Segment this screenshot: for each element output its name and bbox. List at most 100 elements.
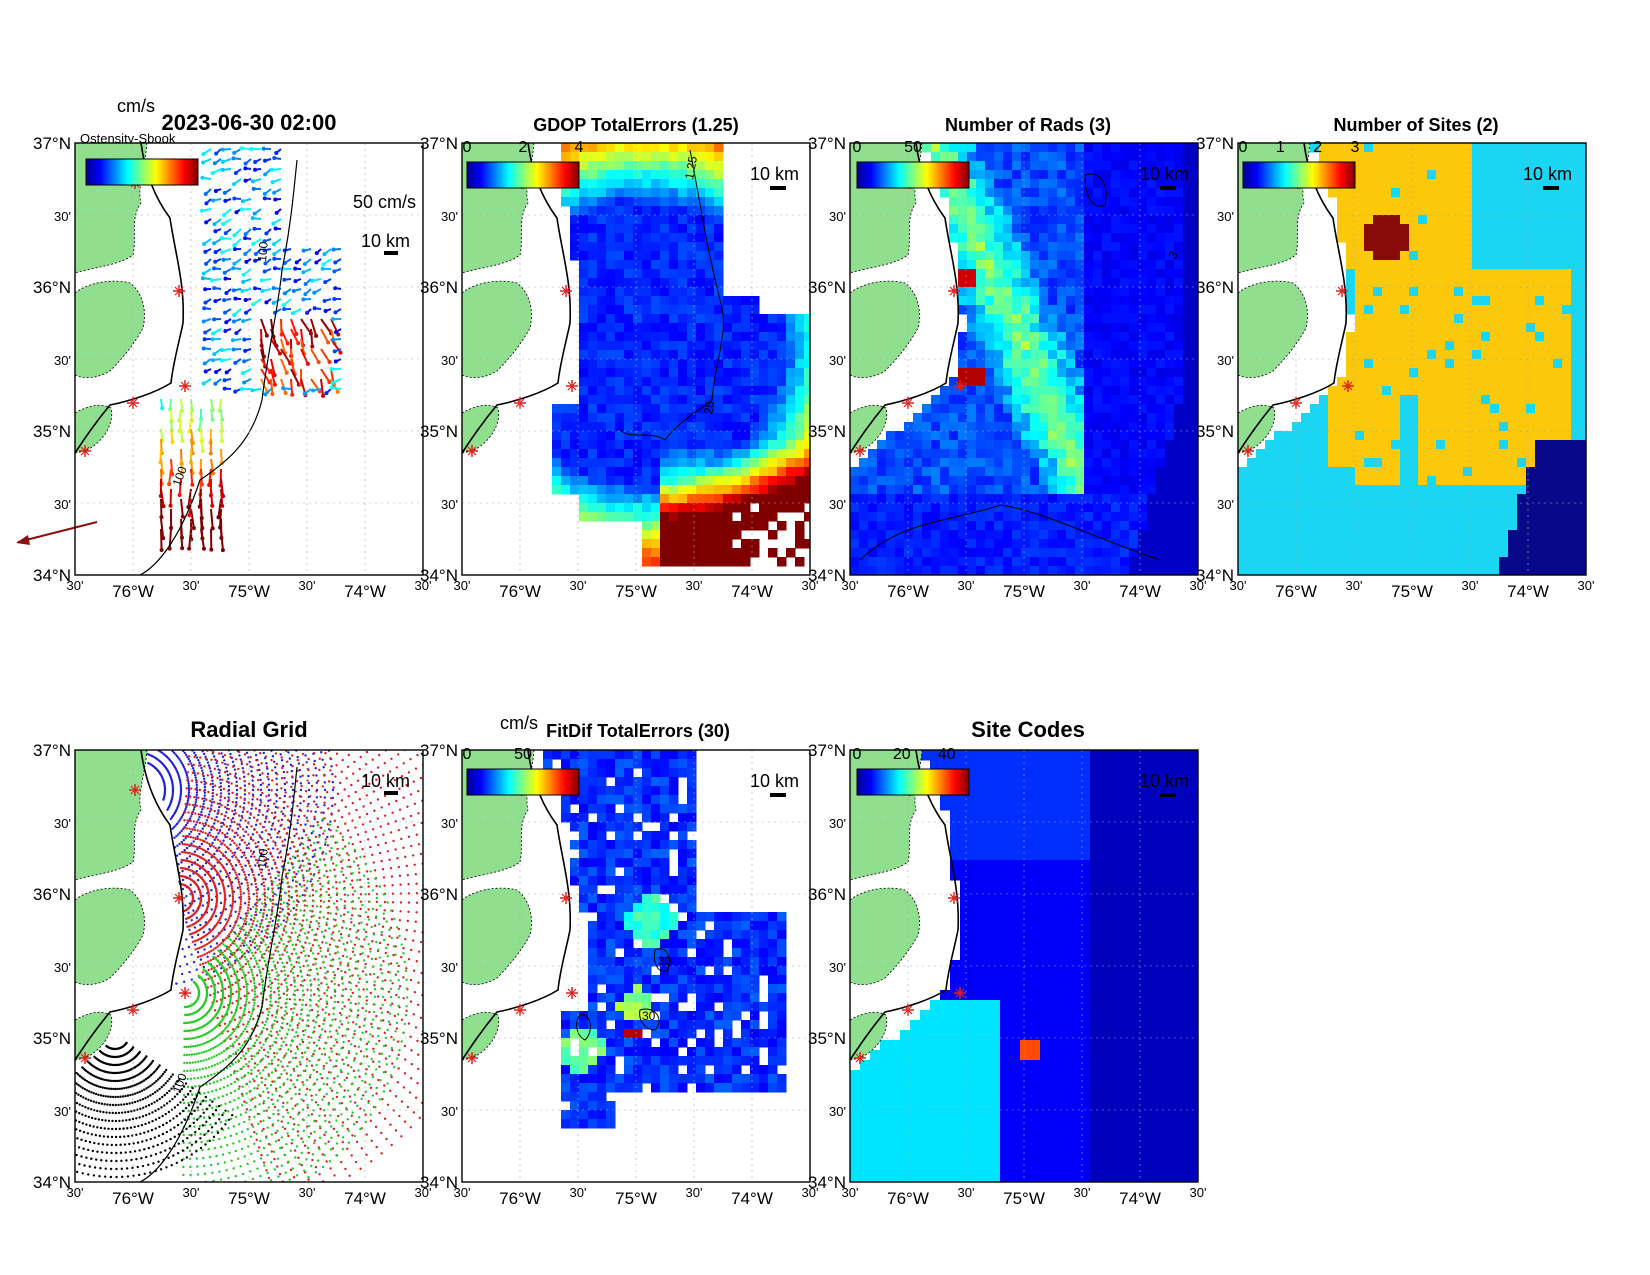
data-cell (1274, 566, 1284, 575)
data-cell (1481, 350, 1491, 360)
data-cell (804, 458, 810, 468)
data-cell (1048, 251, 1058, 261)
data-cell (1057, 368, 1067, 378)
data-cell (1490, 521, 1500, 531)
data-cell (615, 152, 625, 162)
current-vector-head (264, 333, 269, 338)
data-cell (651, 530, 661, 540)
data-cell (958, 368, 968, 378)
data-cell (1084, 350, 1094, 360)
data-cell (1165, 188, 1175, 198)
data-cell (1039, 467, 1049, 477)
data-cell (552, 404, 562, 414)
data-cell (768, 422, 778, 432)
data-cell (804, 377, 810, 387)
data-cell (732, 368, 742, 378)
data-cell (1174, 512, 1184, 522)
land-polygon (75, 280, 145, 379)
data-cell (660, 548, 670, 558)
data-cell (723, 494, 733, 504)
data-cell (1553, 260, 1563, 270)
data-cell (597, 404, 607, 414)
data-cell (1039, 485, 1049, 495)
data-cell (660, 332, 670, 342)
data-cell (1418, 260, 1428, 270)
data-cell (606, 224, 616, 234)
data-cell (1183, 323, 1193, 333)
data-cell (1373, 143, 1383, 153)
data-cell (588, 422, 598, 432)
data-cell (877, 503, 887, 513)
data-cell (1427, 467, 1437, 477)
data-cell (1192, 305, 1198, 315)
data-cell (669, 485, 679, 495)
data-cell (1174, 260, 1184, 270)
data-cell (940, 458, 950, 468)
data-cell (669, 242, 679, 252)
data-cell (678, 449, 688, 459)
data-cell (1337, 548, 1347, 558)
data-cell (696, 287, 706, 297)
data-cell (651, 368, 661, 378)
data-cell (1256, 449, 1266, 459)
data-cell (877, 548, 887, 558)
data-cell (678, 305, 688, 315)
data-cell (1436, 377, 1446, 387)
data-cell (1147, 503, 1157, 513)
data-cell (1075, 359, 1085, 369)
data-cell (949, 197, 959, 207)
current-vector-head (213, 299, 218, 304)
data-cell (1544, 458, 1554, 468)
data-cell (1138, 314, 1148, 324)
data-cell (678, 287, 688, 297)
data-cell (696, 377, 706, 387)
data-cell (1382, 287, 1392, 297)
data-cell (1120, 530, 1130, 540)
data-cell (1102, 530, 1112, 540)
data-cell (678, 539, 688, 549)
data-cell (1129, 548, 1139, 558)
data-cell (1337, 413, 1347, 423)
data-cell (859, 539, 869, 549)
data-cell (1012, 242, 1022, 252)
data-cell (1445, 485, 1455, 495)
data-cell (1544, 287, 1554, 297)
data-cell (1021, 539, 1031, 549)
data-cell (1418, 143, 1428, 153)
data-cell (1427, 404, 1437, 414)
axes-frame-gdop (461, 142, 811, 576)
data-cell (1301, 431, 1311, 441)
data-cell (1021, 503, 1031, 513)
data-cell (714, 143, 724, 153)
data-cell (1003, 521, 1013, 531)
data-cell (1373, 323, 1383, 333)
data-cell (1093, 467, 1103, 477)
current-vector-head (219, 235, 224, 240)
data-cell (669, 350, 679, 360)
data-cell (1111, 278, 1121, 288)
data-cell (1517, 458, 1527, 468)
data-cell (1192, 503, 1198, 513)
data-cell (696, 485, 706, 495)
data-cell (1147, 395, 1157, 405)
data-cell (1102, 503, 1112, 513)
data-cell (958, 350, 968, 360)
current-vector (320, 368, 331, 383)
data-cell (1120, 152, 1130, 162)
data-cell (1472, 350, 1482, 360)
data-cell (1490, 485, 1500, 495)
data-cell (1472, 323, 1482, 333)
data-cell (1517, 287, 1527, 297)
colorbar-tick-label: 2 (1313, 139, 1322, 156)
current-vector-head (201, 152, 206, 157)
data-cell (1183, 332, 1193, 342)
data-cell (615, 188, 625, 198)
data-cell (985, 251, 995, 261)
current-vector-head (230, 338, 235, 343)
data-cell (1535, 539, 1545, 549)
data-cell (588, 152, 598, 162)
data-cell (1102, 494, 1112, 504)
data-cell (1553, 503, 1563, 513)
data-cell (1066, 296, 1076, 306)
